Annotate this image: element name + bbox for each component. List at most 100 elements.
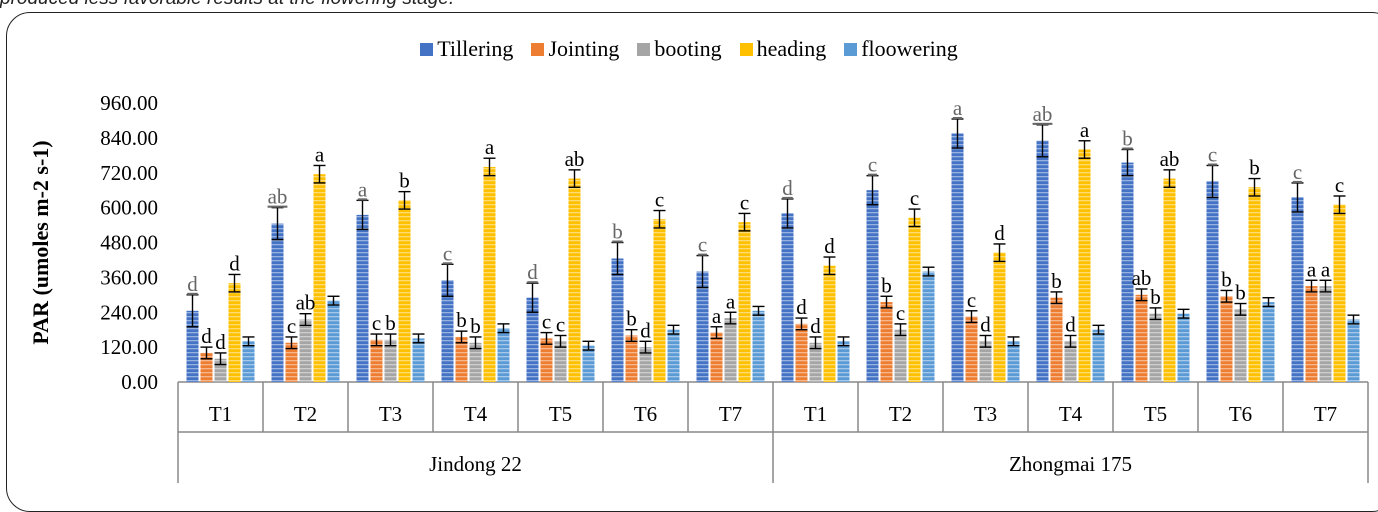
- bar-texture: [809, 342, 822, 382]
- significance-label: d: [994, 221, 1005, 245]
- x-tick-label: T7: [1314, 402, 1337, 426]
- group-label: Zhongmai 175: [1009, 452, 1132, 476]
- bar-texture: [696, 271, 709, 382]
- significance-label: c: [372, 311, 381, 335]
- significance-label: c: [1335, 173, 1344, 197]
- bar-texture: [186, 310, 199, 382]
- bar-texture: [880, 302, 893, 382]
- significance-label: b: [1122, 127, 1133, 151]
- bar-texture: [922, 271, 935, 382]
- bar-texture: [894, 329, 907, 382]
- bar-texture: [1135, 294, 1148, 382]
- significance-label: ab: [296, 291, 316, 315]
- x-tick-label: T5: [549, 402, 572, 426]
- bar-texture: [356, 214, 369, 382]
- bar-texture: [412, 338, 425, 382]
- significance-label: a: [712, 304, 722, 328]
- significance-label: c: [655, 188, 664, 212]
- legend-swatch: [637, 42, 651, 56]
- bar-texture: [1220, 296, 1233, 382]
- legend-item: booting: [637, 36, 722, 62]
- bar-texture: [497, 328, 510, 382]
- x-tick-label: T4: [1059, 402, 1083, 426]
- significance-label: a: [953, 96, 963, 120]
- bar-texture: [1333, 204, 1346, 382]
- significance-label: a: [358, 177, 368, 201]
- bar-texture: [526, 297, 539, 382]
- y-tick-label: 360.00: [100, 265, 158, 289]
- bar-texture: [1064, 341, 1077, 382]
- x-tick-label: T6: [1229, 402, 1252, 426]
- significance-label: c: [1293, 160, 1302, 184]
- significance-label: a: [1307, 257, 1317, 281]
- significance-label: ab: [565, 147, 585, 171]
- significance-label: d: [201, 324, 212, 348]
- x-tick-label: T1: [804, 402, 827, 426]
- significance-label: ab: [1160, 147, 1180, 171]
- bar-texture: [866, 190, 879, 382]
- bar-texture: [1305, 286, 1318, 382]
- bar-texture: [611, 258, 624, 382]
- significance-label: ab: [268, 185, 288, 209]
- significance-label: d: [810, 314, 821, 338]
- significance-label: b: [470, 314, 481, 338]
- x-tick-label: T6: [634, 402, 657, 426]
- bar-texture: [965, 316, 978, 382]
- bar-texture: [242, 341, 255, 382]
- significance-label: b: [1051, 269, 1062, 293]
- significance-label: d: [229, 251, 240, 275]
- bar-texture: [285, 342, 298, 382]
- bar-texture: [384, 339, 397, 382]
- y-tick-label: 480.00: [100, 231, 158, 255]
- bar-texture: [1262, 302, 1275, 382]
- bar-texture: [455, 336, 468, 382]
- significance-label: a: [485, 135, 495, 159]
- significance-label: d: [782, 176, 793, 200]
- y-tick-label: 0.00: [121, 370, 158, 394]
- x-tick-label: T3: [379, 402, 402, 426]
- figure-caption: produced less favorable results at the f…: [0, 0, 454, 10]
- legend-label: heading: [756, 36, 827, 61]
- bar-texture: [1036, 140, 1049, 382]
- bar-texture: [1078, 149, 1091, 382]
- x-tick-label: T4: [464, 402, 488, 426]
- bar-texture: [710, 332, 723, 382]
- bar-texture: [724, 318, 737, 382]
- bar-texture: [752, 310, 765, 382]
- legend-swatch: [844, 42, 858, 56]
- bar-texture: [993, 252, 1006, 382]
- significance-label: d: [187, 272, 198, 296]
- bar-texture: [653, 219, 666, 382]
- significance-label: b: [1235, 281, 1246, 305]
- bar-texture: [795, 323, 808, 382]
- significance-label: a: [315, 142, 325, 166]
- bar-texture: [1234, 309, 1247, 382]
- bar-texture: [738, 222, 751, 382]
- significance-label: d: [796, 295, 807, 319]
- legend-item: heading: [739, 36, 827, 62]
- bar-texture: [299, 319, 312, 382]
- x-tick-label: T2: [294, 402, 317, 426]
- legend-item: Jointing: [531, 36, 619, 62]
- significance-label: c: [542, 310, 551, 334]
- significance-label: d: [980, 313, 991, 337]
- legend-swatch: [739, 42, 753, 56]
- significance-label: c: [896, 301, 905, 325]
- significance-label: d: [527, 260, 538, 284]
- bar-texture: [228, 283, 241, 382]
- group-label: Jindong 22: [429, 452, 522, 476]
- bar-texture: [667, 329, 680, 382]
- y-tick-label: 720.00: [100, 161, 158, 185]
- bar-texture: [469, 342, 482, 382]
- significance-label: a: [1080, 118, 1090, 142]
- bar-texture: [837, 341, 850, 382]
- bar-texture: [1206, 181, 1219, 382]
- legend-label: booting: [654, 36, 722, 61]
- bar-texture: [1121, 162, 1134, 382]
- bar-texture: [271, 223, 284, 382]
- chart-legend: Tillering Jointing booting heading floowerin…: [0, 36, 1378, 62]
- significance-label: b: [1150, 285, 1161, 309]
- significance-label: b: [1249, 156, 1260, 180]
- significance-label: d: [824, 234, 835, 258]
- bar-texture: [327, 300, 340, 382]
